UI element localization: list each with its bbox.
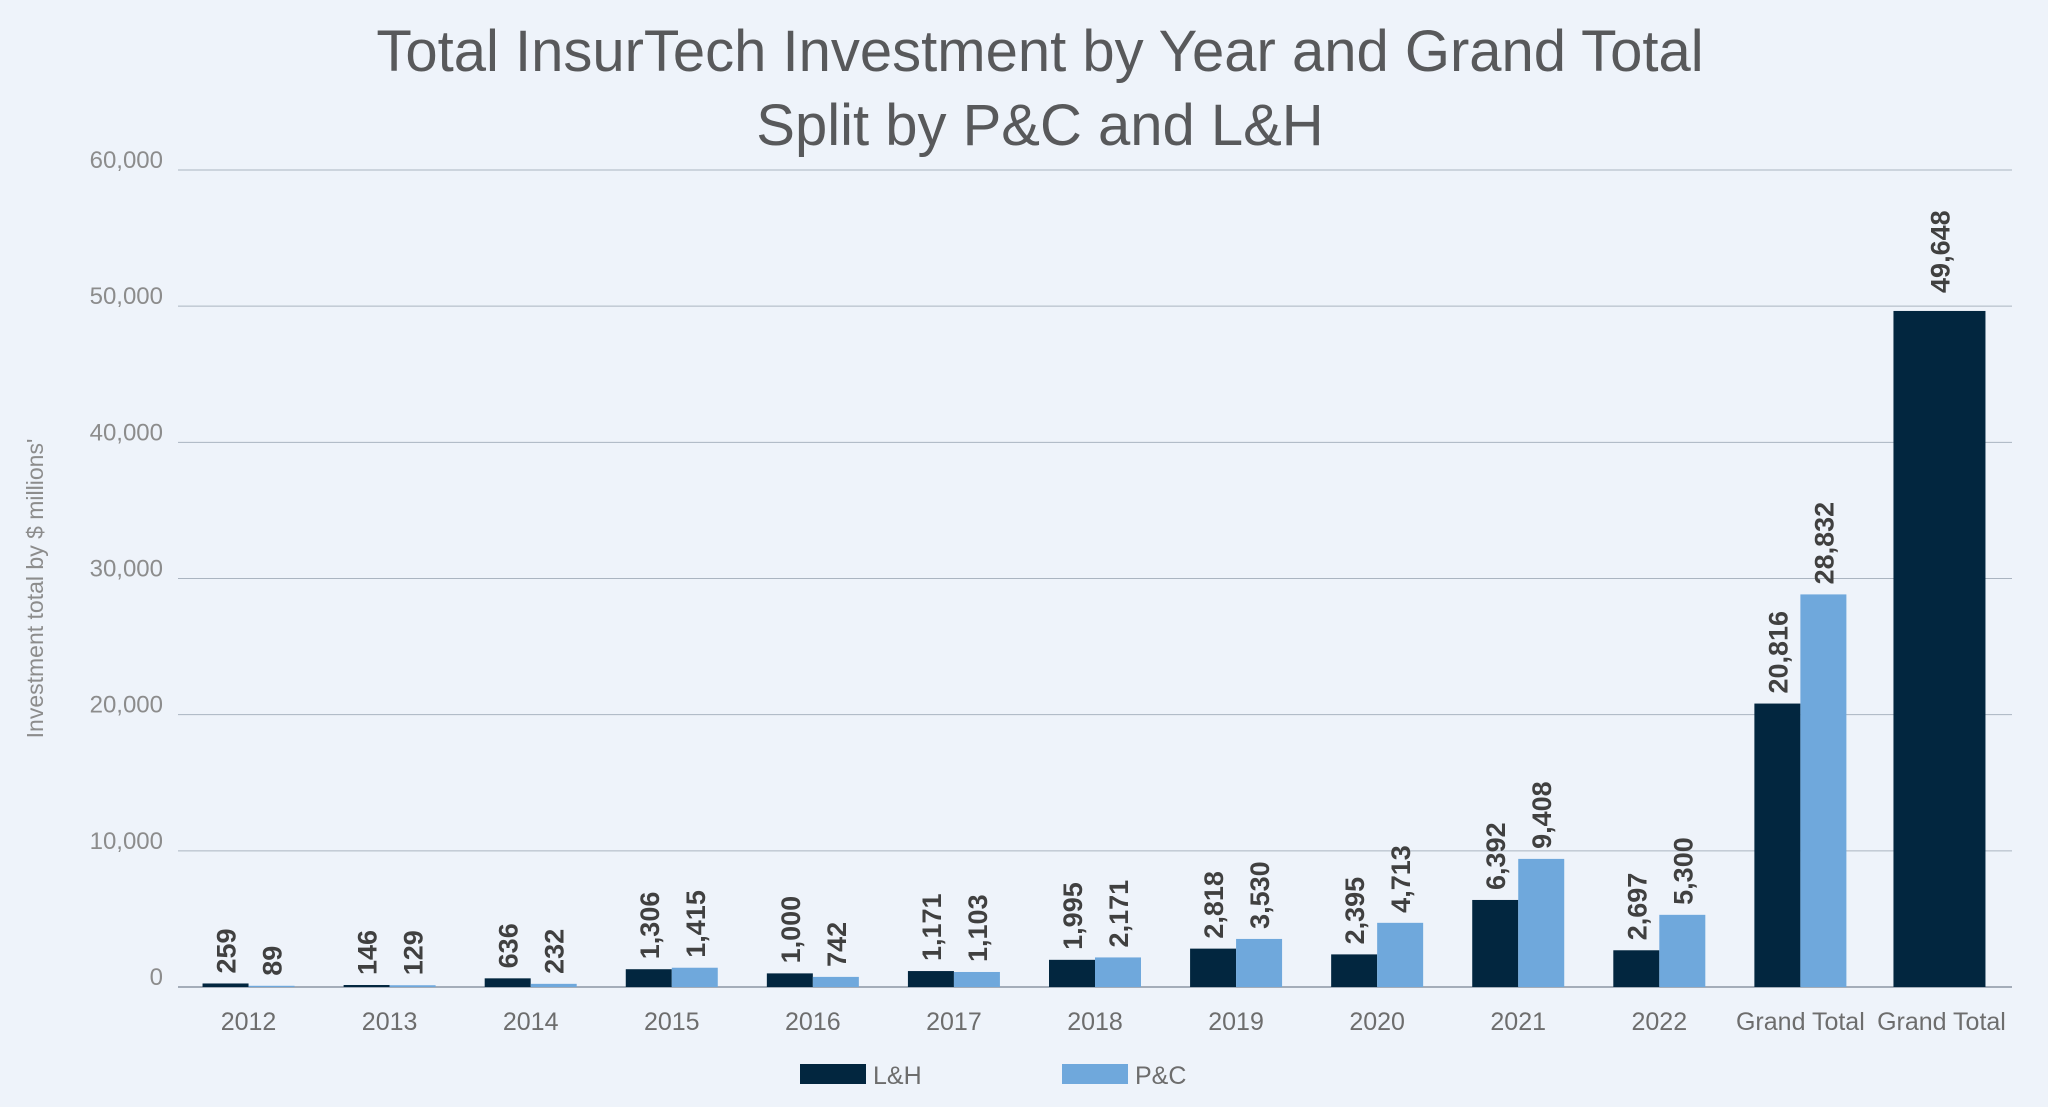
legend-swatch-lh xyxy=(800,1064,866,1084)
data-label-lh: 1,171 xyxy=(917,893,947,961)
data-label-grand-total: 49,648 xyxy=(1925,210,1955,293)
data-label-lh: 1,995 xyxy=(1058,882,1088,950)
bar-pc xyxy=(812,976,859,987)
data-label-lh: 20,816 xyxy=(1763,611,1793,694)
x-tick-label: 2021 xyxy=(1490,1008,1546,1036)
data-label-pc: 232 xyxy=(540,929,570,974)
y-tick-label: 30,000 xyxy=(90,556,163,583)
y-tick-label: 0 xyxy=(150,964,163,991)
bar-lh xyxy=(1613,950,1660,987)
x-tick-label: 2012 xyxy=(221,1008,277,1036)
x-tick-label: 2020 xyxy=(1349,1008,1405,1036)
x-tick-label: 2014 xyxy=(503,1008,559,1036)
bar-pc xyxy=(671,967,718,987)
bar-pc xyxy=(1095,957,1141,987)
bar-pc xyxy=(1800,594,1847,987)
bar-lh xyxy=(766,973,813,987)
bar-lh xyxy=(1190,948,1237,987)
chart-title: Total InsurTech Investment by Year and G… xyxy=(376,19,1704,84)
data-label-lh: 146 xyxy=(353,930,383,975)
data-label-lh: 2,818 xyxy=(1199,871,1229,939)
data-label-lh: 636 xyxy=(494,923,524,968)
bar-lh xyxy=(625,969,672,987)
legend-label-lh: L&H xyxy=(873,1062,922,1090)
bar-pc xyxy=(1377,922,1424,987)
data-label-pc: 1,103 xyxy=(963,894,993,962)
x-tick-label: Grand Total xyxy=(1736,1008,1865,1036)
bar-pc xyxy=(248,985,295,987)
x-tick-label: Grand Total xyxy=(1877,1008,2006,1036)
data-label-lh: 6,392 xyxy=(1481,822,1511,890)
bar-pc xyxy=(1659,914,1706,987)
y-tick-label: 50,000 xyxy=(90,283,163,310)
bar-lh xyxy=(907,971,954,987)
y-axis-title: Investment total by $ millions' xyxy=(22,439,48,739)
bar-lh xyxy=(343,985,390,987)
x-tick-label: 2019 xyxy=(1208,1008,1264,1036)
y-tick-label: 20,000 xyxy=(90,692,163,719)
data-label-pc: 129 xyxy=(399,930,429,975)
bar-pc xyxy=(530,983,577,987)
chart-subtitle: Split by P&C and L&H xyxy=(756,93,1324,158)
x-tick-label: 2017 xyxy=(926,1008,982,1036)
y-tick-label: 10,000 xyxy=(90,828,163,855)
bar-pc xyxy=(1236,938,1283,987)
data-label-lh: 1,306 xyxy=(635,892,665,960)
data-label-pc: 9,408 xyxy=(1527,781,1557,849)
x-tick-label: 2013 xyxy=(362,1008,418,1036)
x-tick-label: 2018 xyxy=(1067,1008,1123,1036)
data-label-lh: 2,395 xyxy=(1340,877,1370,945)
data-label-pc: 1,415 xyxy=(681,890,711,958)
bar-pc xyxy=(953,971,1000,987)
data-label-lh: 1,000 xyxy=(776,896,806,964)
data-label-pc: 28,832 xyxy=(1809,502,1839,585)
bar-grand-total xyxy=(1893,310,1986,988)
y-tick-label: 60,000 xyxy=(90,147,163,174)
bar-pc xyxy=(389,985,436,987)
data-label-lh: 259 xyxy=(212,928,242,973)
bar-lh xyxy=(1472,899,1519,987)
data-label-lh: 2,697 xyxy=(1622,873,1652,941)
data-label-pc: 2,171 xyxy=(1104,880,1134,948)
bar-lh xyxy=(1049,959,1095,987)
data-label-pc: 3,530 xyxy=(1245,861,1275,929)
bar-lh xyxy=(484,978,531,987)
x-tick-label: 2016 xyxy=(785,1008,841,1036)
data-label-pc: 4,713 xyxy=(1386,845,1416,913)
data-label-pc: 5,300 xyxy=(1668,837,1698,905)
bar-lh xyxy=(1754,703,1801,987)
x-tick-label: 2022 xyxy=(1631,1008,1687,1036)
y-tick-label: 40,000 xyxy=(90,419,163,446)
x-tick-label: 2015 xyxy=(644,1008,700,1036)
legend-label-pc: P&C xyxy=(1135,1062,1186,1090)
bar-lh xyxy=(202,983,249,987)
bar-pc xyxy=(1518,858,1565,987)
data-label-pc: 742 xyxy=(822,922,852,967)
bar-lh xyxy=(1331,954,1378,987)
data-label-pc: 89 xyxy=(258,946,288,976)
legend-swatch-pc xyxy=(1062,1064,1128,1084)
